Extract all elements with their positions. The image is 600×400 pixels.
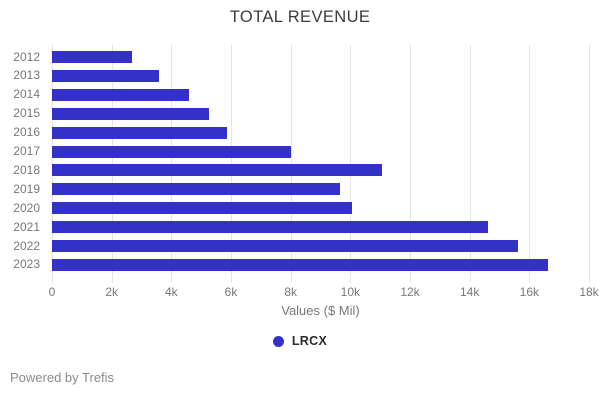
y-axis-label-2019: 2019 [13,181,40,196]
gridline [410,45,411,283]
legend-item-lrcx[interactable]: LRCX [272,334,328,348]
bar-2017[interactable] [52,145,291,158]
y-axis-label-2018: 2018 [13,162,40,177]
bar-2023[interactable] [52,258,549,271]
powered-by-trefis-text: Powered by Trefis [10,370,115,385]
x-tick-label: 10k [340,285,360,299]
bar-2021[interactable] [52,221,488,234]
y-axis-label-2012: 2012 [13,49,40,64]
gridline [111,45,113,283]
bar-2020[interactable] [52,202,352,215]
gridline [529,45,531,283]
x-tick-label: 2k [105,285,118,299]
bar-2018[interactable] [52,164,383,177]
y-axis-label-2020: 2020 [13,200,40,215]
bar-2016[interactable] [52,126,228,139]
bar-2014[interactable] [52,88,189,101]
y-axis-label-2022: 2022 [13,238,40,253]
gridline [290,45,292,283]
y-axis-label-2021: 2021 [13,219,40,234]
x-tick-label: 12k [400,285,420,299]
plot-area [52,45,590,283]
gridline [231,45,232,283]
bar-2013[interactable] [52,69,160,82]
bar-2019[interactable] [52,183,341,196]
x-tick-label: 14k [459,285,480,299]
bar-2012[interactable] [52,51,132,63]
gridline [589,45,590,283]
gridline [52,45,53,283]
chart-title: TOTAL REVENUE [229,8,371,26]
gridline [350,45,352,283]
y-axis-label-2013: 2013 [13,68,40,83]
legend-swatch-icon [272,335,284,347]
x-tick-label: 0 [48,285,56,299]
bar-2015[interactable] [52,107,209,120]
bar-2022[interactable] [52,240,518,252]
y-axis-label-2023: 2023 [13,257,40,272]
gridline [469,45,471,283]
legend-label: LRCX [291,334,328,348]
y-axis-label-2016: 2016 [13,125,40,140]
x-tick-label: 16k [519,285,539,299]
legend: LRCX [0,334,600,348]
y-axis-label-2017: 2017 [13,144,40,158]
y-axis-label-2014: 2014 [13,87,40,102]
x-tick-label: 4k [164,285,178,299]
gridline [171,45,173,283]
x-tick-label: 18k [579,285,599,299]
x-axis-title: Values ($ Mil) [281,303,360,318]
x-tick-label: 8k [284,285,297,299]
x-tick-label: 6k [224,285,238,299]
y-axis-label-2015: 2015 [13,106,40,121]
